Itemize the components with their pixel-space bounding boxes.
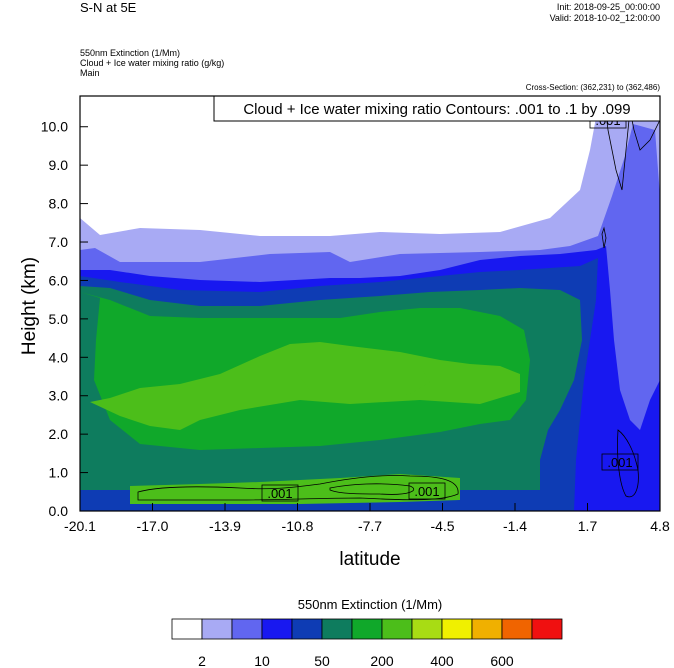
y-tick-label: 4.0	[49, 349, 69, 365]
colorbar: 2 10 50 200 400 600	[171, 618, 563, 668]
valid-time: Valid: 2018-10-02_12:00:00	[549, 13, 660, 23]
time-info: Init: 2018-09-25_00:00:00 Valid: 2018-10…	[550, 2, 660, 24]
y-tick-label: 3.0	[49, 388, 69, 404]
colorbar-label: 50	[314, 653, 330, 668]
colorbar-swatch	[411, 618, 443, 640]
x-tick-label: -20.1	[64, 518, 96, 534]
x-tick-label: -4.5	[430, 518, 454, 534]
colorbar-swatch	[321, 618, 353, 640]
colorbar-label: 600	[490, 653, 514, 668]
x-tick-label: -10.8	[282, 518, 314, 534]
x-tick-label: 1.7	[578, 518, 598, 534]
field-cloud-ice: Cloud + Ice water mixing ratio (g/kg)	[80, 58, 225, 68]
contour-title: Cloud + Ice water mixing ratio Contours:…	[243, 101, 630, 118]
x-tick-label: 4.8	[650, 518, 670, 534]
plot-title: S-N at 5E	[80, 0, 137, 15]
contour-low-1	[137, 475, 459, 501]
contour-label: .001	[607, 455, 632, 470]
contour-label: .001	[267, 486, 292, 501]
y-tick-label: 1.0	[49, 465, 69, 481]
colorbar-swatch	[231, 618, 263, 640]
contour-label-box	[601, 453, 639, 471]
extinction-field	[80, 96, 660, 511]
y-tick-label: 8.0	[49, 196, 69, 212]
contour-low-2	[329, 483, 415, 495]
colorbar-swatch	[291, 618, 323, 640]
x-axis-label: latitude	[339, 549, 401, 570]
init-time: Init: 2018-09-25_00:00:00	[556, 2, 660, 12]
contour-label: .001	[414, 484, 439, 499]
colorbar-label: 10	[254, 653, 270, 668]
cross-section-label: Cross-Section: (362,231) to (362,486)	[525, 83, 660, 92]
x-tick-label: -13.9	[209, 518, 241, 534]
band-lowlevel	[130, 474, 460, 504]
field-main: Main	[80, 68, 100, 78]
contour-high-right	[603, 96, 660, 191]
field-extinction: 550nm Extinction (1/Mm)	[80, 48, 181, 58]
y-tick-label: 2.0	[49, 426, 69, 442]
band-lightgreen-2	[296, 346, 430, 398]
colorbar-swatch	[171, 618, 203, 640]
colorbar-swatch	[201, 618, 233, 640]
field-list: 550nm Extinction (1/Mm) Cloud + Ice wate…	[80, 48, 224, 78]
x-axis: -20.1 -17.0 -13.9 -10.8 -7.7 -4.5 -1.4 1.7 4.8	[64, 503, 670, 534]
colorbar-swatch	[351, 618, 383, 640]
colorbar-swatch	[531, 618, 563, 640]
colorbar-swatch	[501, 618, 533, 640]
colorbar-swatch	[471, 618, 503, 640]
colorbar-swatch	[261, 618, 293, 640]
colorbar-swatch	[381, 618, 413, 640]
cloud-ice-contours	[137, 96, 660, 501]
y-tick-label: 5.0	[49, 311, 69, 327]
x-tick-label: -1.4	[503, 518, 527, 534]
x-tick-label: -17.0	[137, 518, 169, 534]
y-tick-label: 6.0	[49, 272, 69, 288]
y-axis: 0.0 1.0 2.0 3.0 4.0 5.0 6.0 7.0 8.0 9.0 10.0	[41, 119, 88, 519]
y-tick-label: 7.0	[49, 234, 69, 250]
contour-right-low	[617, 429, 639, 498]
y-tick-label: 0.0	[49, 503, 69, 519]
contour-label-box	[261, 484, 299, 502]
colorbar-swatch	[441, 618, 473, 640]
x-tick-label: -7.7	[358, 518, 382, 534]
colorbar-label: 400	[430, 653, 454, 668]
y-tick-label: 9.0	[49, 157, 69, 173]
contour-right-mid	[601, 226, 607, 249]
contour-label-box	[408, 482, 446, 500]
colorbar-title: 550nm Extinction (1/Mm)	[297, 597, 443, 612]
y-tick-label: 10.0	[41, 119, 68, 135]
contour-title-box	[213, 95, 661, 122]
colorbar-label: 2	[198, 653, 206, 668]
colorbar-label: 200	[370, 653, 394, 668]
